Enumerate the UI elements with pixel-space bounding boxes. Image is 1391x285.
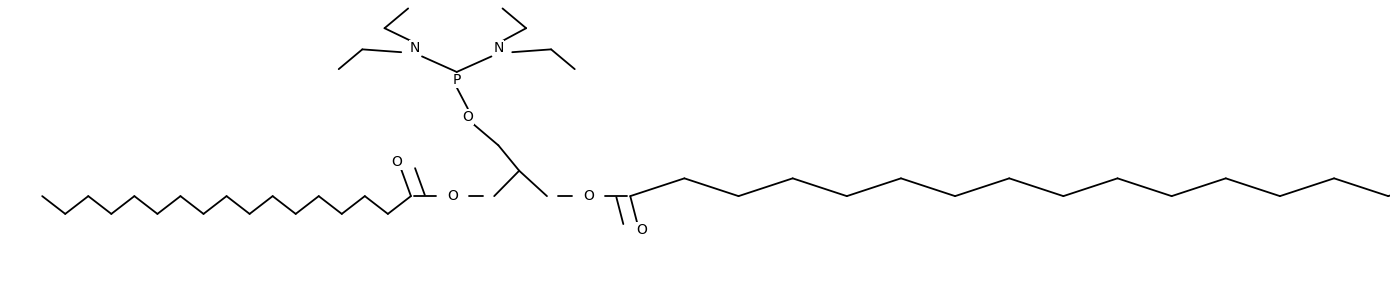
Text: O: O	[392, 155, 402, 169]
Text: N: N	[494, 41, 504, 55]
Text: O: O	[447, 189, 458, 203]
Text: N: N	[410, 41, 420, 55]
Text: O: O	[636, 223, 647, 237]
Text: O: O	[462, 110, 473, 124]
Text: O: O	[583, 189, 594, 203]
Text: P: P	[452, 74, 460, 87]
